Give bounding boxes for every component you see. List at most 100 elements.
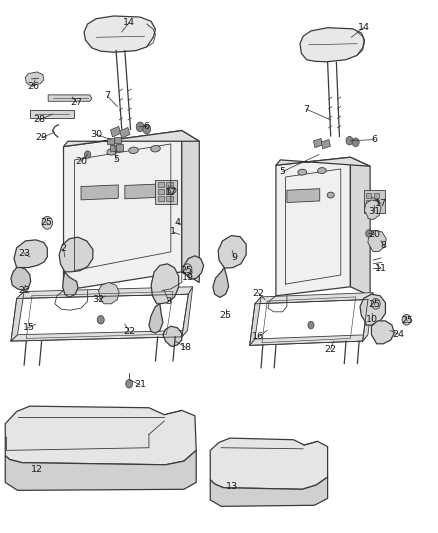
Circle shape bbox=[136, 122, 144, 132]
Bar bbox=[374, 206, 379, 211]
Text: 4: 4 bbox=[174, 219, 180, 227]
Text: 1: 1 bbox=[170, 228, 176, 236]
Polygon shape bbox=[84, 16, 155, 52]
Polygon shape bbox=[17, 287, 193, 298]
Polygon shape bbox=[64, 131, 199, 147]
Polygon shape bbox=[5, 450, 196, 490]
Ellipse shape bbox=[151, 146, 160, 152]
Text: 20: 20 bbox=[75, 157, 87, 166]
Polygon shape bbox=[48, 95, 92, 101]
Bar bbox=[114, 137, 121, 143]
Circle shape bbox=[143, 124, 151, 134]
Ellipse shape bbox=[327, 192, 334, 198]
Polygon shape bbox=[360, 294, 385, 325]
Bar bbox=[110, 145, 117, 151]
Text: 17: 17 bbox=[165, 189, 177, 197]
Text: 6: 6 bbox=[144, 122, 150, 131]
Bar bbox=[366, 206, 371, 211]
Text: 25: 25 bbox=[219, 311, 232, 320]
Text: 21: 21 bbox=[134, 381, 146, 389]
Bar bbox=[366, 193, 371, 198]
Polygon shape bbox=[287, 189, 320, 203]
Polygon shape bbox=[363, 293, 373, 341]
Text: 29: 29 bbox=[35, 133, 48, 142]
Polygon shape bbox=[30, 110, 74, 118]
Ellipse shape bbox=[318, 167, 326, 174]
Polygon shape bbox=[210, 438, 328, 489]
Text: 7: 7 bbox=[104, 92, 110, 100]
Polygon shape bbox=[63, 272, 78, 297]
Text: 25: 25 bbox=[180, 266, 192, 274]
Text: 14: 14 bbox=[123, 18, 135, 27]
Text: 23: 23 bbox=[18, 249, 30, 257]
Text: 25: 25 bbox=[368, 301, 381, 309]
Bar bbox=[374, 200, 379, 204]
Text: 10: 10 bbox=[366, 316, 378, 324]
Bar bbox=[366, 200, 371, 204]
Text: 22: 22 bbox=[252, 289, 265, 297]
Polygon shape bbox=[182, 131, 199, 282]
Bar bbox=[116, 144, 123, 151]
Text: 13: 13 bbox=[226, 482, 238, 490]
Polygon shape bbox=[11, 268, 31, 290]
Text: 20: 20 bbox=[368, 230, 381, 239]
Bar bbox=[110, 126, 121, 137]
Text: 22: 22 bbox=[325, 345, 337, 353]
Polygon shape bbox=[255, 293, 373, 304]
Bar bbox=[158, 196, 164, 201]
Text: 25: 25 bbox=[40, 218, 52, 227]
Polygon shape bbox=[250, 335, 368, 345]
Polygon shape bbox=[276, 157, 350, 296]
Circle shape bbox=[352, 138, 359, 147]
Text: 25: 25 bbox=[401, 317, 413, 325]
Polygon shape bbox=[300, 28, 364, 62]
Circle shape bbox=[308, 321, 314, 329]
Text: 5: 5 bbox=[279, 167, 286, 176]
Bar bbox=[166, 196, 173, 201]
Ellipse shape bbox=[107, 149, 117, 155]
Polygon shape bbox=[371, 321, 394, 344]
Text: 15: 15 bbox=[22, 324, 35, 332]
Circle shape bbox=[42, 216, 53, 229]
Text: 6: 6 bbox=[371, 135, 378, 144]
Text: 18: 18 bbox=[180, 343, 192, 352]
Text: 30: 30 bbox=[90, 130, 102, 139]
Circle shape bbox=[183, 264, 192, 274]
Bar bbox=[120, 127, 130, 138]
Circle shape bbox=[371, 298, 380, 309]
Polygon shape bbox=[182, 287, 193, 337]
Polygon shape bbox=[81, 185, 118, 200]
Circle shape bbox=[402, 314, 411, 325]
Polygon shape bbox=[5, 406, 196, 465]
Polygon shape bbox=[155, 180, 177, 204]
Text: 26: 26 bbox=[27, 82, 39, 91]
Ellipse shape bbox=[129, 147, 138, 154]
Circle shape bbox=[97, 316, 104, 324]
Polygon shape bbox=[25, 72, 44, 85]
Bar bbox=[321, 140, 330, 149]
Ellipse shape bbox=[298, 169, 307, 175]
Bar bbox=[166, 189, 173, 194]
Polygon shape bbox=[163, 326, 182, 346]
Text: 16: 16 bbox=[252, 333, 265, 341]
Polygon shape bbox=[151, 264, 179, 304]
Polygon shape bbox=[14, 240, 47, 268]
Polygon shape bbox=[250, 297, 261, 345]
Polygon shape bbox=[218, 236, 246, 268]
Polygon shape bbox=[368, 230, 386, 252]
Text: 17: 17 bbox=[375, 199, 387, 208]
Polygon shape bbox=[213, 268, 229, 297]
Polygon shape bbox=[364, 190, 385, 213]
Text: 9: 9 bbox=[231, 253, 237, 262]
Circle shape bbox=[85, 151, 91, 158]
Text: 14: 14 bbox=[357, 23, 370, 32]
Circle shape bbox=[126, 379, 133, 388]
Bar bbox=[314, 139, 322, 148]
Bar bbox=[107, 138, 114, 144]
Text: 19: 19 bbox=[182, 273, 194, 281]
Polygon shape bbox=[59, 237, 93, 272]
Text: 22: 22 bbox=[18, 286, 30, 295]
Text: 12: 12 bbox=[31, 465, 43, 473]
Polygon shape bbox=[64, 131, 182, 290]
Text: 28: 28 bbox=[33, 116, 46, 124]
